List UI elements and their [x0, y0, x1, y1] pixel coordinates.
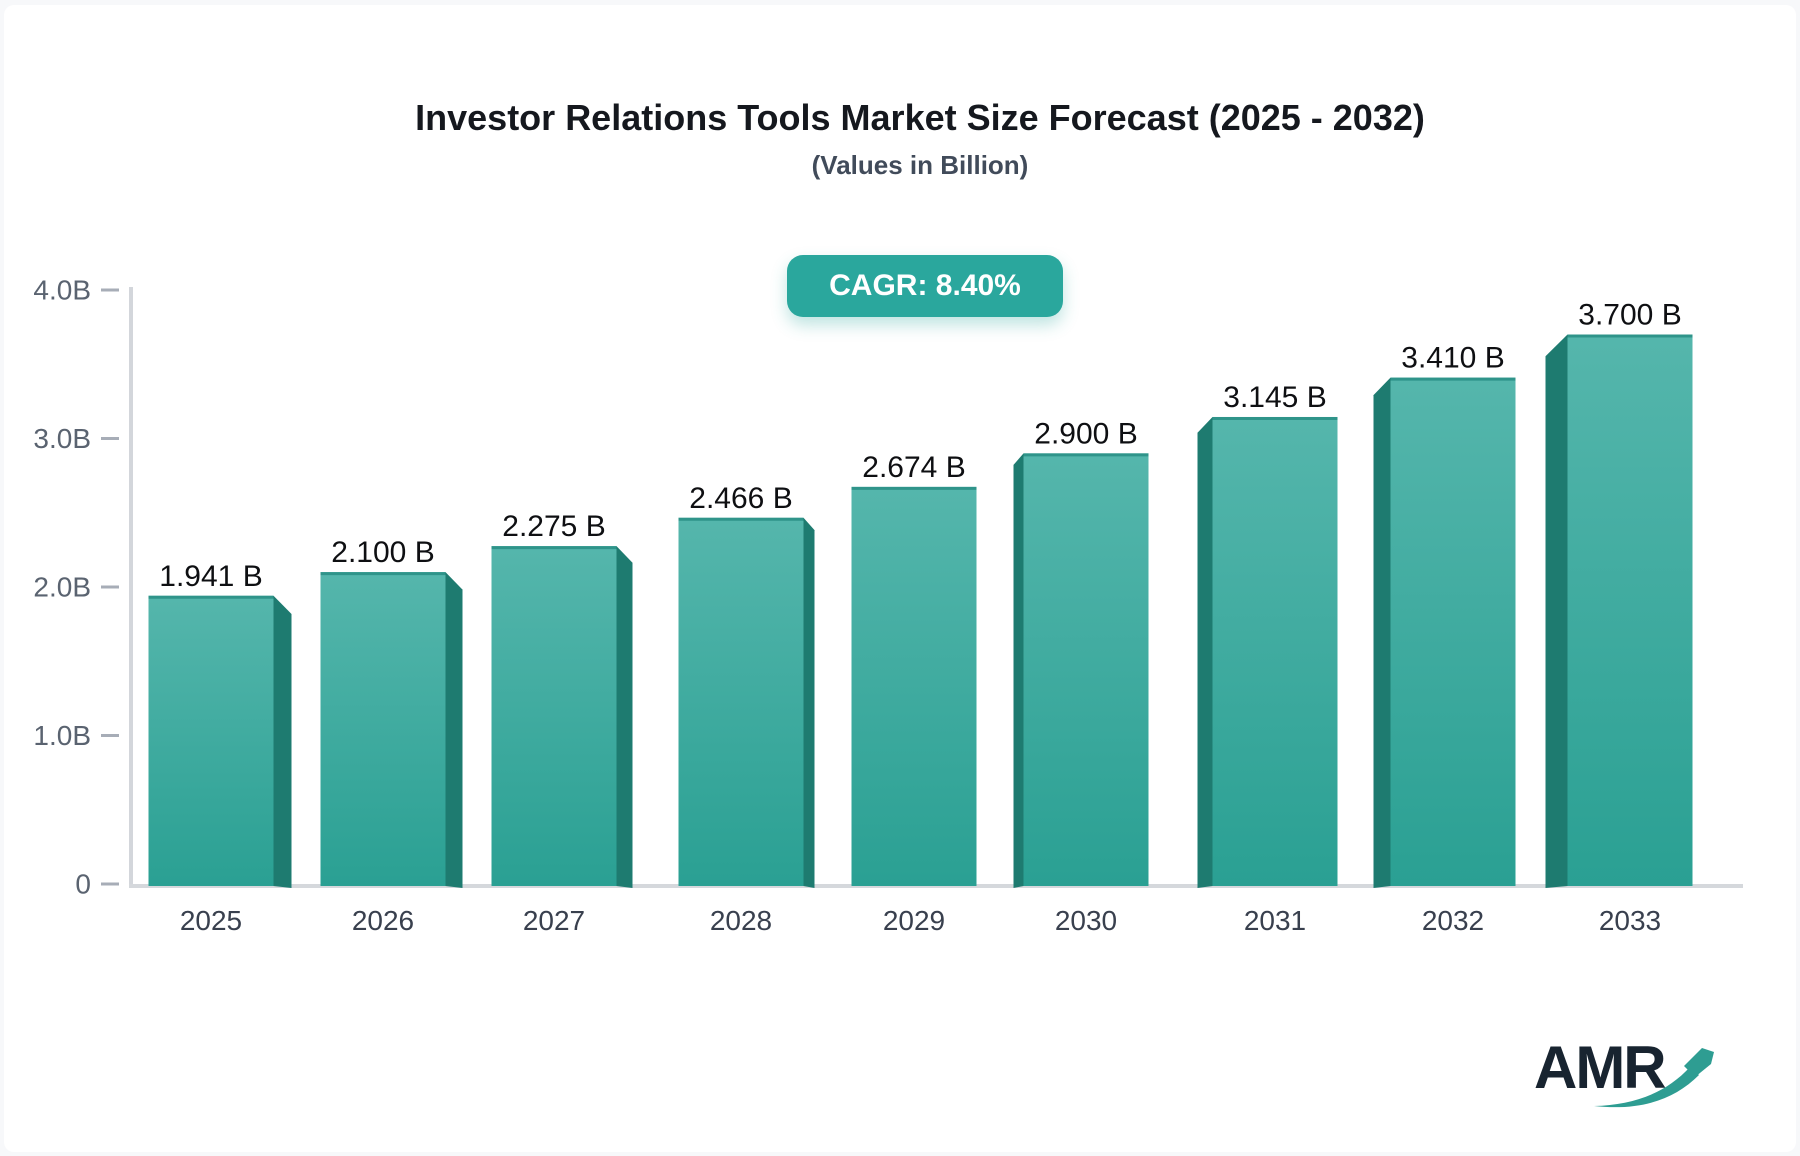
bar-side-face — [273, 595, 292, 888]
bar-2026: 2.100 B 2026 — [320, 536, 463, 936]
bar-side-face — [1373, 377, 1391, 888]
bar-side-face — [803, 517, 815, 888]
x-axis-label-2029: 2029 — [883, 905, 945, 936]
bar-side-face — [616, 546, 633, 888]
bar-2027: 2.275 B 2027 — [491, 510, 633, 936]
cagr-badge: CAGR: 8.40% — [787, 255, 1063, 317]
x-axis-label-2025: 2025 — [180, 905, 242, 936]
bar-face — [148, 595, 274, 886]
y-axis-label-1.0B: 1.0B — [33, 720, 91, 751]
bar-face — [1023, 453, 1149, 886]
bar-2028: 2.466 B 2028 — [678, 482, 815, 936]
y-axis-label-4.0B: 4.0B — [33, 275, 91, 306]
bar-2031: 3.145 B 2031 — [1197, 381, 1338, 936]
y-axis-label-0: 0 — [75, 869, 91, 900]
cagr-badge-label: CAGR: 8.40% — [829, 269, 1021, 302]
chart-title: Investor Relations Tools Market Size For… — [415, 97, 1425, 138]
x-axis-label-2028: 2028 — [710, 905, 772, 936]
bar-value-label: 2.100 B — [331, 536, 434, 569]
bar-value-label: 3.700 B — [1578, 299, 1681, 332]
chart-subtitle: (Values in Billion) — [811, 150, 1029, 180]
x-axis-label-2033: 2033 — [1599, 905, 1661, 936]
bar-side-face — [1197, 416, 1213, 888]
amr-logo: AMR — [1534, 1036, 1729, 1122]
bar-face — [320, 572, 446, 886]
amr-logo-text: AMR — [1534, 1034, 1667, 1101]
bar-2032: 3.410 B 2032 — [1373, 342, 1516, 936]
bar-face — [1567, 334, 1693, 886]
bars-layer: 1.941 B 2025 2.100 B 2026 2.275 B 2027 2.466 B… — [148, 299, 1693, 936]
bar-value-label: 3.145 B — [1223, 381, 1326, 414]
bar-2029: 2.674 B 2029 — [851, 451, 977, 936]
bar-face — [1390, 377, 1516, 886]
bar-2033: 3.700 B 2033 — [1545, 299, 1693, 936]
bar-face — [678, 517, 804, 886]
bar-value-label: 2.900 B — [1034, 417, 1137, 450]
x-axis-label-2027: 2027 — [523, 905, 585, 936]
bar-face — [491, 546, 617, 886]
x-axis-label-2026: 2026 — [352, 905, 414, 936]
x-axis-label-2030: 2030 — [1055, 905, 1117, 936]
bar-value-label: 2.674 B — [862, 451, 965, 484]
bar-side-face — [1545, 334, 1568, 888]
bar-2030: 2.900 B 2030 — [1013, 417, 1149, 936]
bar-2025: 1.941 B 2025 — [148, 560, 292, 936]
bar-value-label: 1.941 B — [159, 560, 262, 593]
x-axis-label-2032: 2032 — [1422, 905, 1484, 936]
bar-value-label: 2.466 B — [689, 482, 792, 515]
bar-face — [1212, 416, 1338, 886]
y-axis-label-3.0B: 3.0B — [33, 423, 91, 454]
bar-side-face — [445, 572, 463, 888]
bar-face — [851, 486, 977, 886]
bar-side-face — [1013, 453, 1024, 888]
y-axis-label-2.0B: 2.0B — [33, 572, 91, 603]
bar-value-label: 2.275 B — [502, 510, 605, 543]
x-axis-label-2031: 2031 — [1244, 905, 1306, 936]
amr-logo-arrow-icon — [1594, 1048, 1714, 1108]
bar-chart: 0 1.0B 2.0B 3.0B 4.0B 1.941 B 2025 2.100 B 2026… — [33, 275, 1743, 936]
bar-value-label: 3.410 B — [1401, 342, 1504, 375]
chart-header: Investor Relations Tools Market Size For… — [40, 96, 1800, 181]
